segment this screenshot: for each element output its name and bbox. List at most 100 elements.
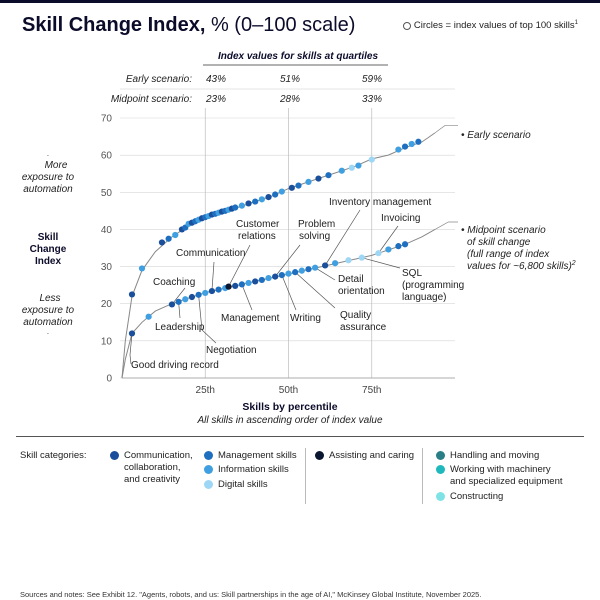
midpoint-skill-point [285,270,292,277]
legend-item-assisting: Assisting and caring [315,450,414,462]
early-skill-point [315,175,322,182]
label-communication: Communication [176,248,245,259]
label-sql-3: language) [402,292,446,303]
early-skill-point [288,184,295,191]
label-management: Management [221,313,280,324]
y-axis-title-line1: Skill [38,232,59,243]
midpoint-skill-point [202,289,209,297]
midpoint-skill-point [252,278,259,285]
leader-negotiation [198,294,217,344]
chart-title: Skill Change Index, % (0–100 scale) [22,14,356,36]
quartile-table-heading: Index values for skills at quartiles [218,51,379,62]
label-sql-1: SQL [402,268,422,279]
legend-item-management: Management skills [204,450,297,462]
midpoint-skill-point [128,330,136,337]
x-axis-subtitle: All skills in ascending order of index v… [196,415,383,426]
leader-management [241,284,253,311]
early-skill-point [295,182,302,189]
quartile-mid-75: 33% [362,94,382,105]
legend-dot-assisting [315,451,324,460]
midpoint-label-line4: values for ~6,800 skills)2 [467,260,576,272]
label-detail-orientation-2: orientation [338,286,385,297]
early-skill-point [408,140,415,148]
midpoint-skill-point [345,257,352,264]
midpoint-skill-point [168,301,176,308]
early-skill-point [348,164,355,171]
leader-invoicing [378,225,399,254]
y-tick-label: 0 [106,374,112,385]
label-customer-relations-1: Customer [236,219,280,230]
legend-item-information: Information skills [204,464,289,476]
midpoint-label-line1: • Midpoint scenario [461,225,546,236]
midpoint-skill-point [238,281,245,288]
leader-coaching [171,287,186,305]
midpoint-skill-point [305,266,312,273]
early-skill-point [368,156,375,163]
y-axis-title-line2: Change [30,244,67,255]
midpoint-skill-point [385,246,392,253]
label-good-driving-record: Good driving record [131,360,219,371]
midpoint-skill-point [375,250,382,257]
early-skill-point [128,291,136,298]
early-skill-point [172,231,179,239]
y-tick-label: 50 [101,188,113,199]
early-scenario-line [121,132,436,379]
legend-dot-machinery [436,465,445,474]
legend-dot-handling [436,451,445,460]
midpoint-skill-point [208,287,216,295]
legend-divider-2 [422,448,423,504]
midpoint-skill-point [188,293,196,301]
header: Skill Change Index, % (0–100 scale) Circ… [22,14,582,40]
less-exposure-line3: automation [23,317,73,328]
midpoint-skill-point [258,276,265,284]
legend-item-constructing: Constructing [436,491,503,503]
early-skill-point [265,194,272,201]
early-skill-point [238,202,245,209]
quartile-mid-25: 23% [205,94,226,105]
midpoint-skill-point [401,241,409,248]
leader-customer-relations [228,244,251,287]
label-writing: Writing [290,313,321,324]
quartile-early-25: 43% [206,74,226,85]
skill-change-chart: Index values for skills at quartiles Ear… [22,51,576,426]
label-customer-relations-2: relations [238,231,276,242]
early-skill-point [245,200,252,207]
label-inventory-management: Inventory management [329,197,432,208]
label-problem-solving-1: Problem [298,219,335,230]
early-skill-point [258,196,265,203]
circle-note: Circles = index values of top 100 skills… [402,20,578,31]
legend-item-digital: Digital skills [204,479,268,491]
quartile-early-75: 59% [362,74,382,85]
y-tick-label: 10 [101,336,113,347]
midpoint-skill-point [278,272,285,279]
early-skill-point [165,235,172,242]
label-coaching: Coaching [153,277,195,288]
midpoint-skill-point [312,264,319,271]
less-exposure-line2: exposure to [22,305,75,316]
label-quality-assurance-2: assurance [340,322,387,333]
midpoint-skill-point [265,274,272,282]
early-label-connector [434,125,458,134]
midpoint-skill-point [332,260,339,267]
midpoint-skill-point [182,296,189,303]
midpoint-skill-point [145,313,152,320]
legend-dot-digital [204,480,213,489]
quartile-row-label-early: Early scenario: [126,74,192,85]
midpoint-skill-point [322,262,329,269]
label-problem-solving-2: solving [299,231,330,242]
x-axis-title: Skills by percentile [242,401,337,413]
y-tick-label: 20 [101,299,113,310]
leader-good-driving [129,333,133,365]
legend-item-communication: Communication, collaboration, and creati… [110,450,193,486]
legend-divider-1 [305,448,306,504]
early-skill-point [272,191,279,198]
legend-dot-information [204,465,213,474]
early-skill-point [138,265,146,272]
x-tick-label: 25th [196,385,215,396]
leader-sql [361,257,401,269]
midpoint-skill-point [245,279,252,287]
early-skill-point [401,143,409,150]
legend-dot-constructing [436,492,445,501]
more-exposure-line3: automation [23,184,73,195]
more-exposure-line1: More [45,160,68,171]
